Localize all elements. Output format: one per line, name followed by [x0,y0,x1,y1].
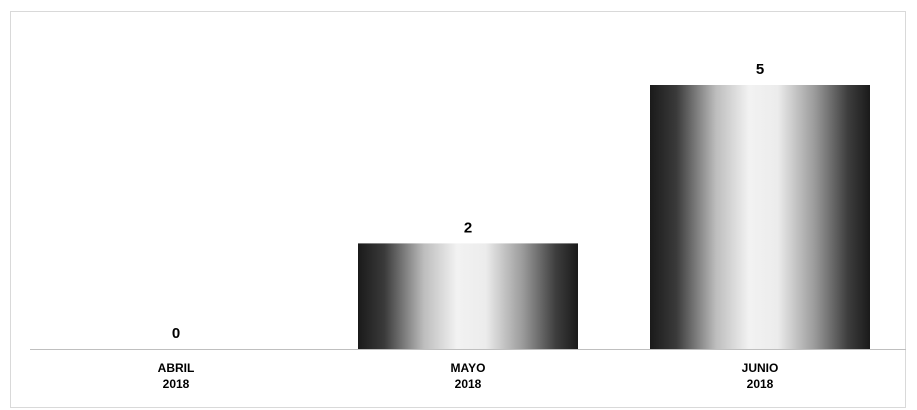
bar-mayo [358,243,578,349]
x-tick-label-junio-month: JUNIO [742,361,779,375]
x-tick-label-mayo-year: 2018 [455,377,482,391]
x-tick-label-mayo-month: MAYO [451,361,486,375]
bar-junio [650,85,870,349]
data-label-abril: 0 [172,325,180,342]
x-tick-label-abril-month: ABRIL [158,361,195,375]
x-tick-label-abril-year: 2018 [163,377,190,391]
data-label-mayo: 2 [464,219,472,236]
x-tick-label-junio-year: 2018 [747,377,774,391]
data-label-junio: 5 [756,61,764,78]
